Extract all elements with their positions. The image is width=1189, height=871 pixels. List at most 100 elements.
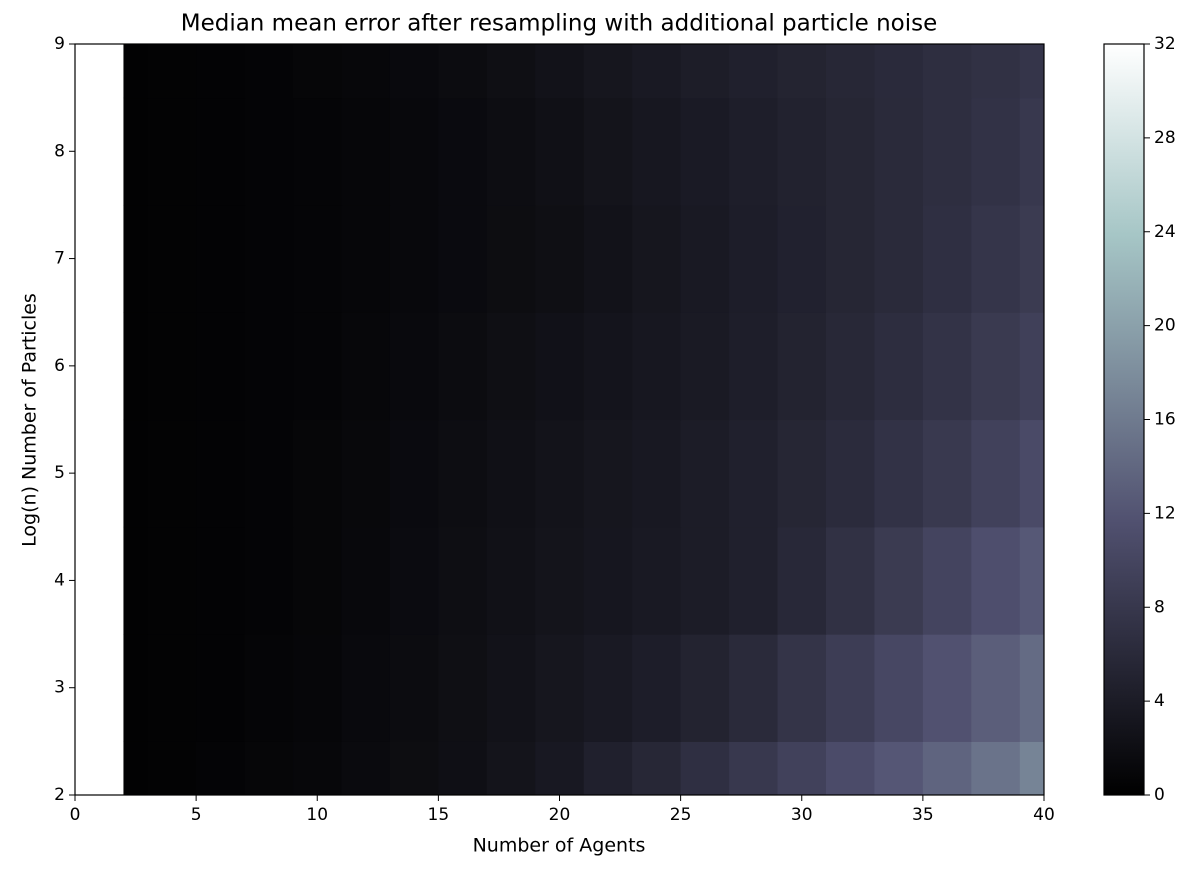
contour-cell	[777, 741, 827, 795]
contour-cell	[535, 312, 585, 421]
contour-cell	[196, 419, 246, 528]
contour-cell	[632, 97, 682, 206]
x-tick-label: 0	[70, 805, 81, 825]
contour-cell	[147, 741, 197, 795]
contour-cell	[777, 526, 827, 635]
contour-cell	[293, 741, 343, 795]
contour-cell	[438, 741, 488, 795]
contour-cell	[293, 44, 343, 99]
contour-cell	[825, 312, 876, 421]
contour-cell	[680, 97, 730, 206]
y-tick-label: 2	[54, 785, 65, 805]
contour-cell	[123, 419, 149, 528]
contour-cell	[632, 312, 682, 421]
x-tick-label: 15	[428, 805, 450, 825]
contour-cell	[1019, 741, 1044, 795]
chart-title: Median mean error after resampling with …	[181, 11, 938, 37]
contour-cell	[123, 204, 149, 313]
contour-cell	[922, 44, 972, 99]
contour-field	[123, 44, 1044, 795]
contour-cell	[341, 312, 391, 421]
contour-cell	[486, 526, 536, 635]
contour-cell	[196, 312, 246, 421]
contour-cell	[196, 97, 246, 206]
contour-cell	[777, 634, 827, 742]
contour-cell	[486, 97, 536, 206]
contour-cell	[244, 312, 294, 421]
contour-cell	[922, 741, 972, 795]
contour-cell	[535, 44, 585, 99]
contour-cell	[244, 634, 294, 742]
x-axis-label: Number of Agents	[473, 835, 646, 857]
contour-cell	[971, 526, 1021, 635]
contour-cell	[438, 634, 488, 742]
contour-cell	[825, 204, 876, 313]
contour-cell	[680, 204, 730, 313]
contour-cell	[1019, 634, 1044, 742]
contour-cell	[293, 634, 343, 742]
contour-cell	[293, 97, 343, 206]
contour-cell	[341, 634, 391, 742]
contour-cell	[583, 634, 633, 742]
contour-cell	[874, 312, 924, 421]
contour-cell	[341, 97, 391, 206]
x-tick-label: 35	[912, 805, 934, 825]
contour-cell	[1019, 312, 1044, 421]
contour-cell	[632, 526, 682, 635]
contour-cell	[535, 204, 585, 313]
contour-cell	[777, 312, 827, 421]
contour-cell	[583, 526, 633, 635]
contour-cell	[971, 97, 1021, 206]
contour-cell	[874, 419, 924, 528]
colorbar-tick-label: 16	[1154, 410, 1176, 430]
contour-cell	[123, 526, 149, 635]
contour-cell	[147, 526, 197, 635]
contour-cell	[123, 741, 149, 795]
contour-cell	[874, 741, 924, 795]
contour-cell	[486, 419, 536, 528]
contour-cell	[632, 204, 682, 313]
contour-cell	[486, 44, 536, 99]
colorbar-tick-label: 12	[1154, 503, 1176, 523]
contour-cell	[196, 526, 246, 635]
contour-cell	[123, 44, 149, 99]
contour-cell	[341, 44, 391, 99]
contour-cell	[389, 526, 439, 635]
contour-cell	[438, 419, 488, 528]
contour-cell	[583, 44, 633, 99]
contour-cell	[680, 634, 730, 742]
colorbar-tick-label: 20	[1154, 316, 1176, 336]
colorbar-tick-label: 24	[1154, 222, 1176, 242]
contour-cell	[293, 204, 343, 313]
contour-cell	[244, 97, 294, 206]
contour-cell	[777, 97, 827, 206]
colorbar-tick-label: 28	[1154, 128, 1176, 148]
contour-cell	[486, 634, 536, 742]
contour-cell	[971, 741, 1021, 795]
contour-cell	[438, 44, 488, 99]
contour-cell	[583, 419, 633, 528]
y-tick-label: 5	[54, 463, 65, 483]
x-tick-label: 30	[791, 805, 813, 825]
contour-cell	[729, 312, 779, 421]
contour-cell	[341, 526, 391, 635]
contour-cell	[486, 741, 536, 795]
x-tick-label: 10	[306, 805, 328, 825]
contour-cell	[874, 634, 924, 742]
contour-cell	[535, 634, 585, 742]
y-axis-label: Log(n) Number of Particles	[19, 293, 41, 547]
contour-cell	[583, 741, 633, 795]
contour-cell	[438, 312, 488, 421]
contour-cell	[729, 741, 779, 795]
contour-cell	[1019, 204, 1044, 313]
contour-cell	[147, 97, 197, 206]
y-tick-label: 9	[54, 34, 65, 54]
contour-cell	[729, 526, 779, 635]
contour-cell	[389, 634, 439, 742]
y-tick-label: 4	[54, 570, 65, 590]
contour-cell	[825, 97, 876, 206]
contour-cell	[971, 312, 1021, 421]
contour-cell	[922, 312, 972, 421]
contour-cell	[825, 634, 876, 742]
